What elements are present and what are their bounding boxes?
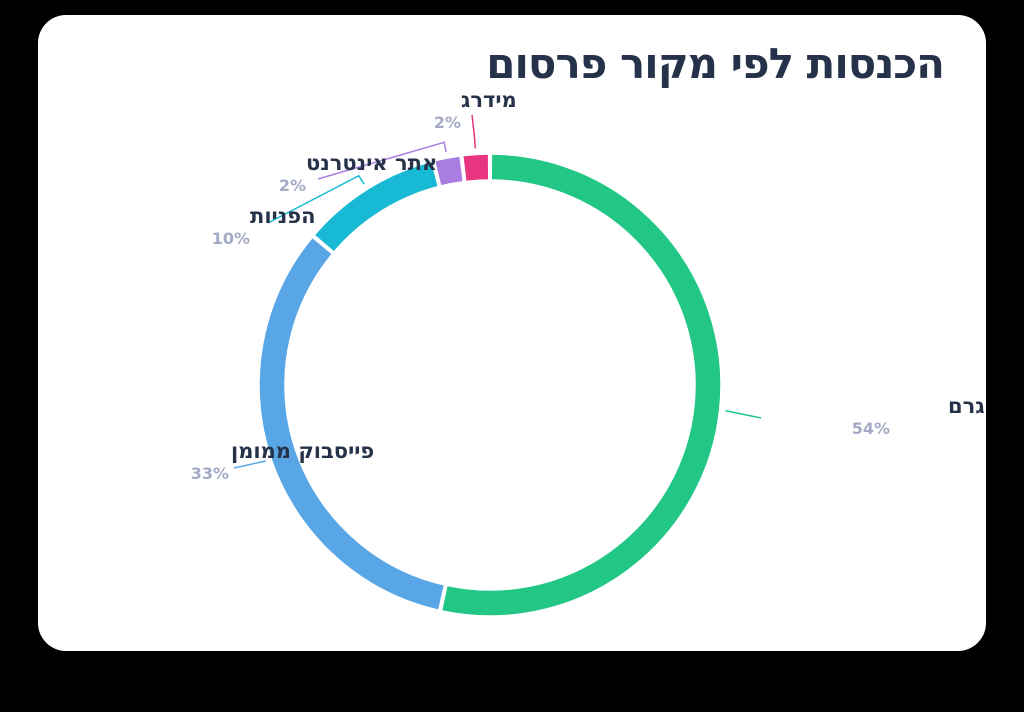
leader-line-facebook (233, 460, 266, 469)
slice-label-instagram: לידים מאינסטגרם (948, 394, 986, 418)
slice-facebook (258, 236, 446, 612)
leader-line-sign (471, 114, 477, 149)
slice-label-facebook: פייסבוק ממומן (231, 439, 374, 463)
slice-instagram (440, 153, 722, 617)
slice-label-sign: מידרג (461, 88, 517, 112)
slice-percent-sign: 2% (434, 113, 461, 132)
chart-title: הכנסות לפי מקור פרסום (486, 39, 945, 88)
slice-website (433, 155, 465, 187)
slice-percent-website: 2% (279, 176, 306, 195)
leader-line-inquiries (267, 174, 365, 224)
slice-percent-facebook: 33% (191, 464, 229, 483)
leader-lines (233, 114, 762, 469)
slice-percent-instagram: 54% (852, 419, 890, 438)
slice-label-website: אתר אינטרנט (306, 151, 437, 175)
leader-line-website (317, 141, 447, 180)
donut-slices (258, 153, 722, 617)
slice-sign (461, 153, 490, 183)
slice-percent-inquiries: 10% (212, 229, 250, 248)
slice-label-inquiries: הפניות (250, 204, 316, 228)
slice-inquiries (313, 160, 440, 254)
leader-line-instagram (725, 410, 762, 419)
chart-card: הכנסות לפי מקור פרסום לידים מאינסטגרם 54%… (38, 15, 986, 651)
